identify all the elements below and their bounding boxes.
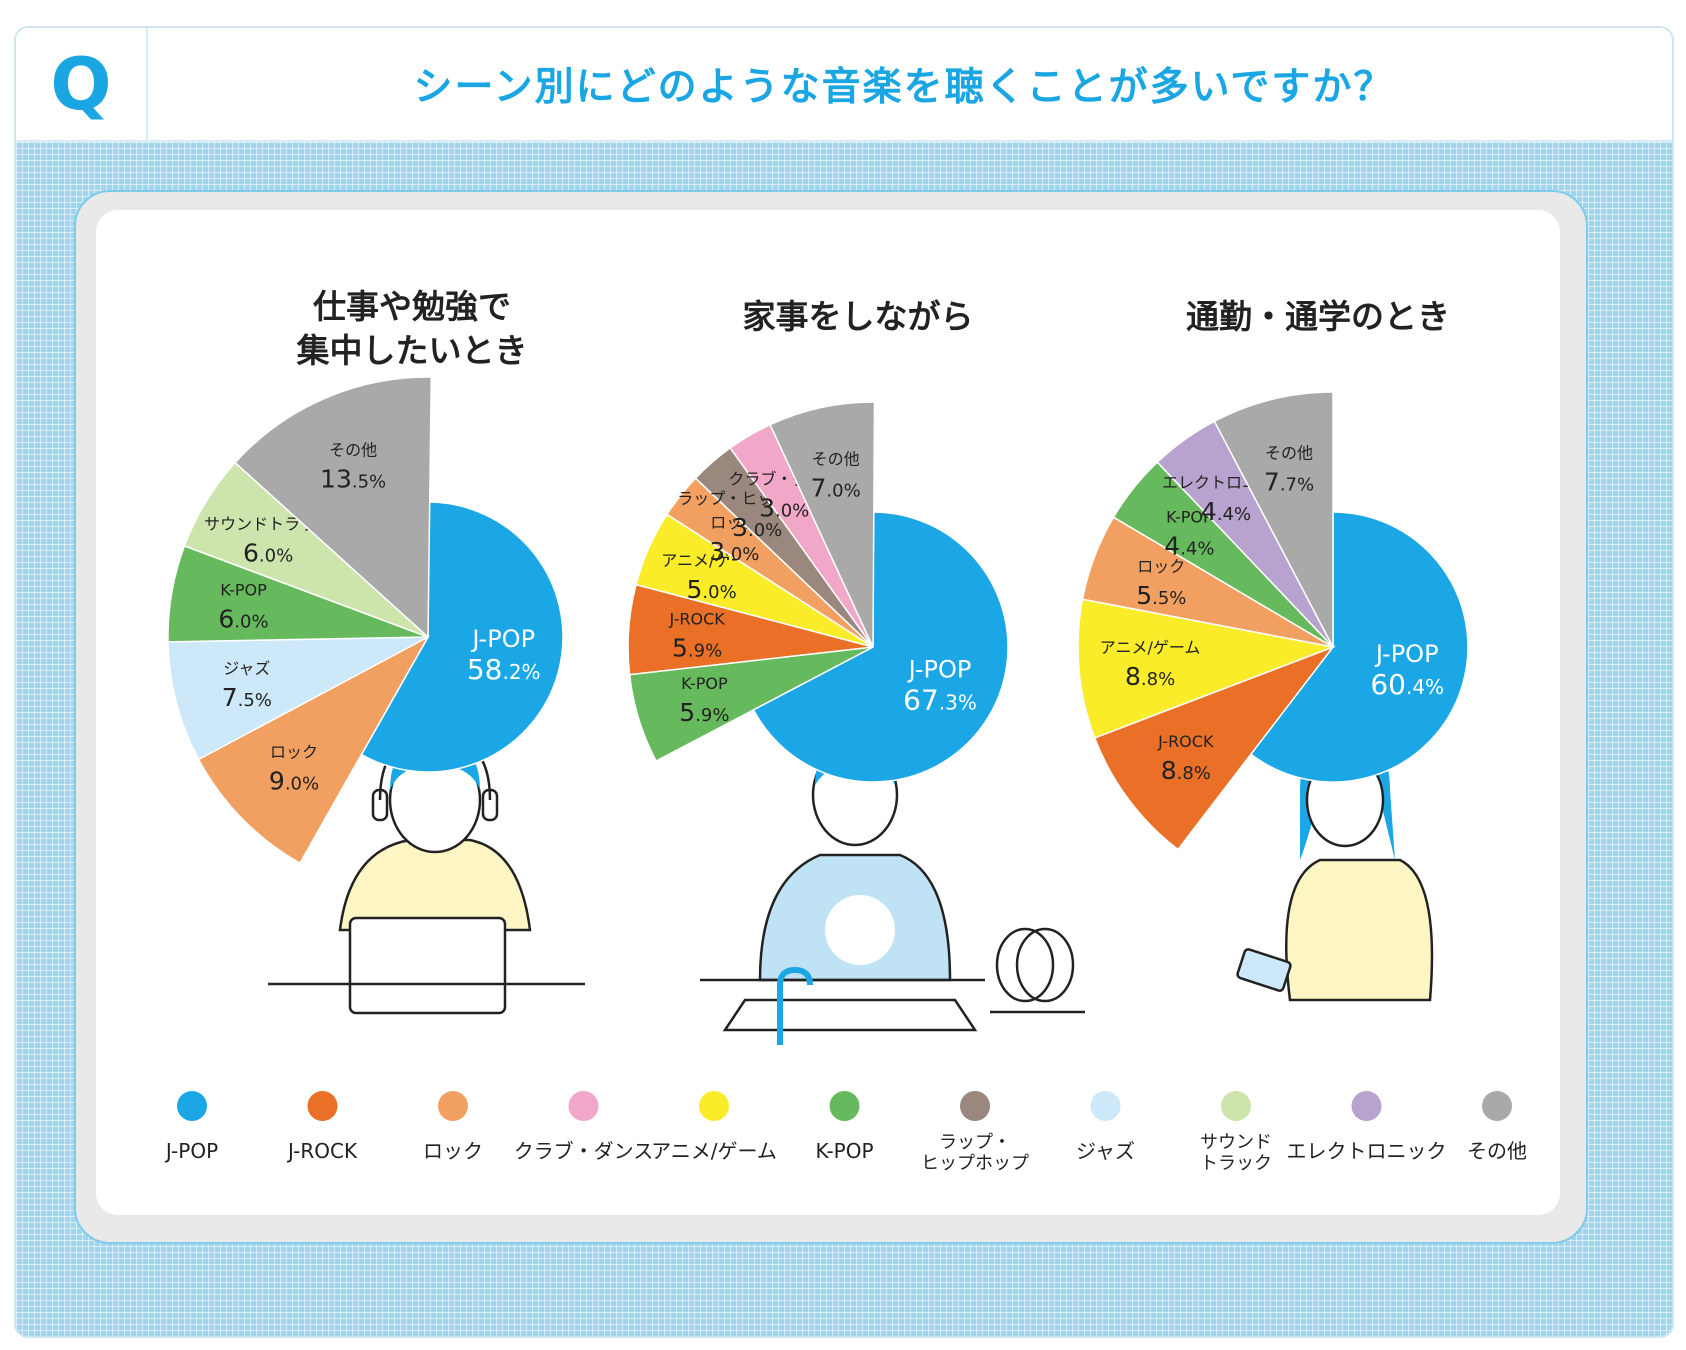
- q-letter: Q: [50, 42, 112, 126]
- slice-value: 60.4%: [1370, 668, 1444, 701]
- slice-label: アニメ/ゲーム: [1100, 638, 1201, 657]
- slice-value: 7.7%: [1264, 468, 1314, 497]
- slice-value: 7.5%: [222, 683, 272, 712]
- slice-value: 5.9%: [672, 633, 722, 662]
- legend-label: トラック: [1200, 1153, 1272, 1174]
- slice-label: その他: [1265, 444, 1313, 463]
- slice-value: 13.5%: [320, 464, 386, 493]
- legend-swatch-k-pop: [829, 1091, 860, 1121]
- pie-slice-j-pop: [1249, 511, 1469, 783]
- slice-value: 3.0%: [759, 494, 809, 523]
- legend-label: ヒップホップ: [921, 1153, 1029, 1174]
- legend-swatch-genre: [568, 1091, 599, 1121]
- q-badge: Q: [16, 28, 148, 140]
- legend-swatch-genre: [1221, 1091, 1251, 1121]
- slice-value: 6.0%: [243, 539, 293, 568]
- legend-label: アニメ/ゲーム: [651, 1139, 777, 1163]
- question-title: シーン別にどのような音楽を聴くことが多いですか？: [413, 65, 1395, 110]
- pie-slice-genre: [167, 636, 429, 761]
- slice-label: ロック: [270, 743, 318, 762]
- pie-slice-j-rock: [1093, 645, 1336, 851]
- slice-value: 4.4%: [1164, 532, 1214, 561]
- chart-title: 集中したいとき: [296, 331, 528, 370]
- chart-title: 通勤・通学のとき: [1186, 297, 1450, 336]
- legend-swatch-genre: [438, 1091, 468, 1121]
- legend-label: ジャズ: [1076, 1139, 1135, 1163]
- slice-label: その他: [329, 440, 377, 459]
- slice-label: ロック: [1137, 557, 1185, 576]
- slice-label: J-POP: [907, 656, 972, 684]
- legend-label: ラップ・: [939, 1132, 1011, 1153]
- slice-value: 3.0%: [709, 537, 759, 566]
- slice-label: K-POP: [681, 674, 728, 693]
- slice-label: J-ROCK: [668, 609, 725, 628]
- legend-label: エレクトロニック: [1287, 1139, 1447, 1163]
- pie-slice-genre: [1213, 391, 1334, 648]
- slice-value: 8.8%: [1161, 756, 1211, 785]
- slice-value: 9.0%: [269, 767, 319, 796]
- slice-value: 5.5%: [1136, 581, 1186, 610]
- slice-label: J-POP: [470, 625, 535, 653]
- pie-slice-genre: [1077, 598, 1336, 739]
- slice-value: 5.9%: [679, 698, 729, 727]
- legend-swatch-genre: [1482, 1091, 1512, 1121]
- legend-swatch-genre: [699, 1091, 729, 1121]
- slice-label: J-POP: [1374, 640, 1439, 668]
- slice-label: J-ROCK: [1157, 732, 1214, 751]
- pie-slice-genre: [197, 635, 430, 865]
- legend-swatch-j-rock: [307, 1091, 338, 1121]
- chart-title: 仕事や勉強で: [313, 287, 511, 326]
- legend-label: K-POP: [815, 1139, 873, 1163]
- legend-swatch-genre: [1351, 1091, 1382, 1121]
- slice-value: 58.2%: [467, 653, 541, 686]
- slice-label: K-POP: [220, 580, 267, 599]
- pie-slice-genre: [234, 376, 433, 639]
- slice-value: 6.0%: [218, 604, 268, 633]
- question-header: Q シーン別にどのような音楽を聴くことが多いですか？: [16, 28, 1672, 142]
- pie-slice-genre: [769, 401, 876, 648]
- legend-label: クラブ・ダンス: [514, 1139, 654, 1163]
- legend-label: J-ROCK: [286, 1139, 358, 1163]
- chart-title: 家事をしながら: [743, 297, 974, 336]
- slice-label: K-POP: [1166, 508, 1213, 527]
- slice-value: 4.4%: [1201, 497, 1251, 526]
- legend-swatch-genre: [960, 1091, 990, 1121]
- legend-swatch-genre: [1090, 1091, 1121, 1121]
- slice-value: 3.0%: [732, 513, 782, 542]
- slice-label: ジャズ: [223, 659, 270, 678]
- legend-swatch-j-pop: [177, 1091, 207, 1121]
- pie-slice-j-pop: [360, 501, 564, 773]
- legend-label: サウンド: [1200, 1132, 1272, 1153]
- slice-value: 5.0%: [687, 575, 737, 604]
- slice-value: 7.0%: [811, 474, 861, 503]
- slice-label: その他: [812, 450, 860, 469]
- slice-value: 67.3%: [903, 684, 977, 717]
- slice-value: 8.8%: [1125, 662, 1175, 691]
- legend-label: その他: [1467, 1139, 1527, 1163]
- person-dishwashing-illustration: [700, 742, 1085, 1045]
- pie-chart-2: 家事をしながらJ-POP67.3%K-POP5.9%J-ROCK5.9%アニメ/…: [627, 297, 1009, 783]
- pie-slice-j-pop: [752, 511, 1009, 783]
- legend-label: ロック: [423, 1139, 483, 1163]
- legend-label: J-POP: [164, 1139, 218, 1163]
